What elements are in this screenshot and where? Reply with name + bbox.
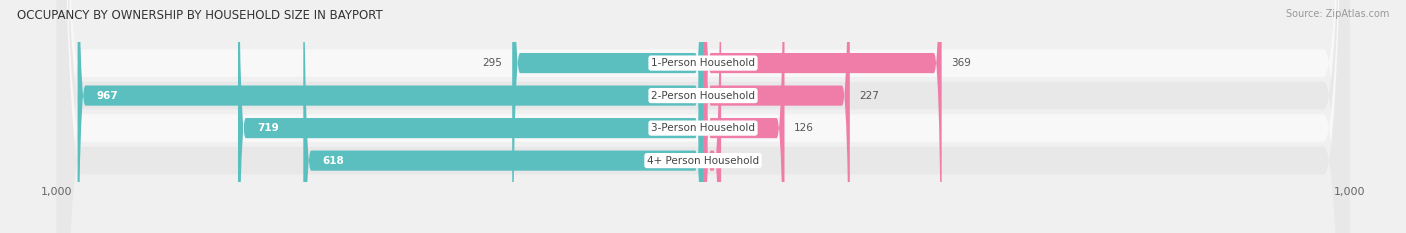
Text: 3-Person Household: 3-Person Household bbox=[651, 123, 755, 133]
Text: 369: 369 bbox=[952, 58, 972, 68]
Text: 719: 719 bbox=[257, 123, 280, 133]
FancyBboxPatch shape bbox=[703, 0, 942, 233]
Text: 227: 227 bbox=[859, 91, 879, 101]
FancyBboxPatch shape bbox=[304, 0, 703, 233]
Text: 2-Person Household: 2-Person Household bbox=[651, 91, 755, 101]
Text: Source: ZipAtlas.com: Source: ZipAtlas.com bbox=[1285, 9, 1389, 19]
Text: 618: 618 bbox=[323, 156, 344, 166]
FancyBboxPatch shape bbox=[703, 0, 785, 233]
FancyBboxPatch shape bbox=[56, 0, 1350, 233]
FancyBboxPatch shape bbox=[703, 0, 849, 233]
FancyBboxPatch shape bbox=[56, 0, 1350, 233]
Text: 295: 295 bbox=[482, 58, 502, 68]
Text: 1-Person Household: 1-Person Household bbox=[651, 58, 755, 68]
Text: 967: 967 bbox=[97, 91, 118, 101]
FancyBboxPatch shape bbox=[77, 0, 703, 233]
FancyBboxPatch shape bbox=[238, 0, 703, 233]
FancyBboxPatch shape bbox=[512, 0, 703, 233]
FancyBboxPatch shape bbox=[56, 0, 1350, 233]
Text: OCCUPANCY BY OWNERSHIP BY HOUSEHOLD SIZE IN BAYPORT: OCCUPANCY BY OWNERSHIP BY HOUSEHOLD SIZE… bbox=[17, 9, 382, 22]
Text: 4+ Person Household: 4+ Person Household bbox=[647, 156, 759, 166]
FancyBboxPatch shape bbox=[703, 0, 721, 233]
Text: 126: 126 bbox=[794, 123, 814, 133]
Text: 28: 28 bbox=[731, 156, 744, 166]
FancyBboxPatch shape bbox=[56, 0, 1350, 233]
